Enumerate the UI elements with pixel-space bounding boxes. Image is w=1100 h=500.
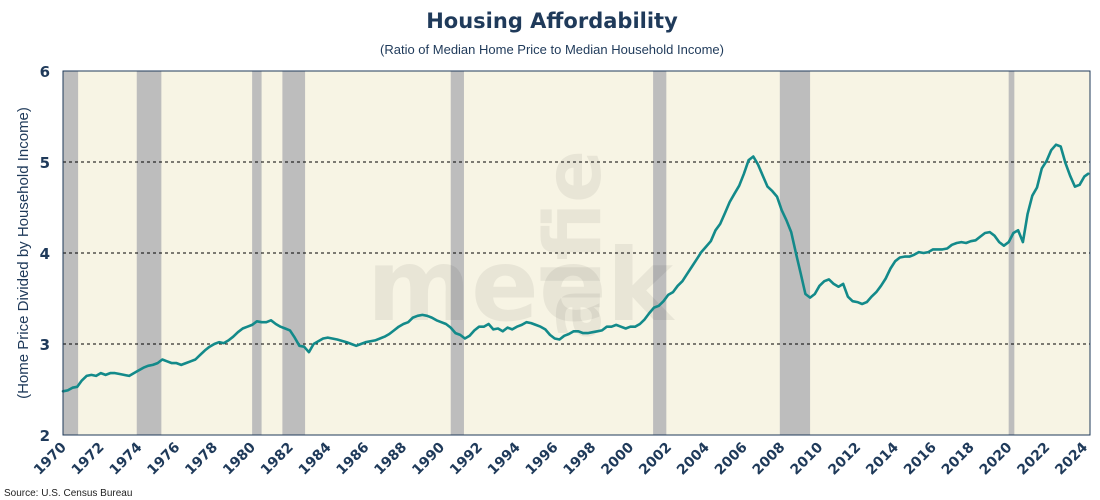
x-tick-label-1992: 1992	[447, 440, 486, 479]
x-tick-label-2018: 2018	[939, 439, 978, 478]
y-axis-ticks: 2 3 4 5 6	[40, 63, 50, 445]
x-tick-label-1984: 1984	[296, 439, 335, 478]
x-tick-label-2024: 2024	[1052, 439, 1091, 478]
chart-subtitle: (Ratio of Median Home Price to Median Ho…	[380, 42, 724, 57]
x-axis-ticks: 1970197219741976197819801982198419861988…	[31, 439, 1091, 478]
series-line-affordability-ratio	[61, 143, 1090, 393]
x-tick-label-1986: 1986	[334, 440, 373, 479]
x-tick-label-2000: 2000	[598, 439, 637, 478]
x-tick-label-1978: 1978	[182, 440, 221, 479]
x-tick-label-1974: 1974	[107, 439, 146, 478]
x-tick-label-1972: 1972	[69, 439, 108, 478]
x-tick-label-2020: 2020	[977, 439, 1016, 478]
x-tick-label-2008: 2008	[750, 440, 789, 479]
plot-border	[62, 70, 1091, 436]
x-tick-label-1996: 1996	[523, 439, 562, 478]
y-axis-label: (Home Price Divided by Household Income)	[15, 107, 32, 399]
x-tick-label-1982: 1982	[258, 440, 297, 479]
x-tick-label-2010: 2010	[787, 439, 826, 478]
x-tick-label-1990: 1990	[409, 439, 448, 478]
y-tick-label-5: 5	[40, 154, 50, 172]
y-tick-label-2: 2	[40, 427, 50, 445]
chart-title: Housing Affordability	[426, 9, 678, 33]
y-tick-label-6: 6	[40, 63, 50, 81]
x-tick-label-1976: 1976	[144, 440, 183, 479]
y-tick-label-3: 3	[40, 336, 50, 354]
x-tick-label-2012: 2012	[825, 440, 864, 479]
x-tick-label-2006: 2006	[712, 440, 751, 479]
x-tick-label-2002: 2002	[636, 439, 675, 478]
x-tick-label-1994: 1994	[485, 439, 524, 478]
x-tick-label-2014: 2014	[863, 439, 902, 478]
x-tick-label-1970: 1970	[31, 439, 70, 478]
x-tick-label-2004: 2004	[674, 439, 713, 478]
x-tick-label-1988: 1988	[371, 439, 410, 478]
y-tick-label-4: 4	[40, 245, 50, 263]
x-tick-label-1980: 1980	[220, 439, 259, 478]
source-note: Source: U.S. Census Bureau	[4, 488, 132, 499]
x-tick-label-1998: 1998	[561, 440, 600, 479]
x-tick-label-2016: 2016	[901, 440, 940, 479]
x-tick-label-2022: 2022	[1014, 440, 1053, 479]
watermark-line-1: alfie	[529, 150, 619, 340]
